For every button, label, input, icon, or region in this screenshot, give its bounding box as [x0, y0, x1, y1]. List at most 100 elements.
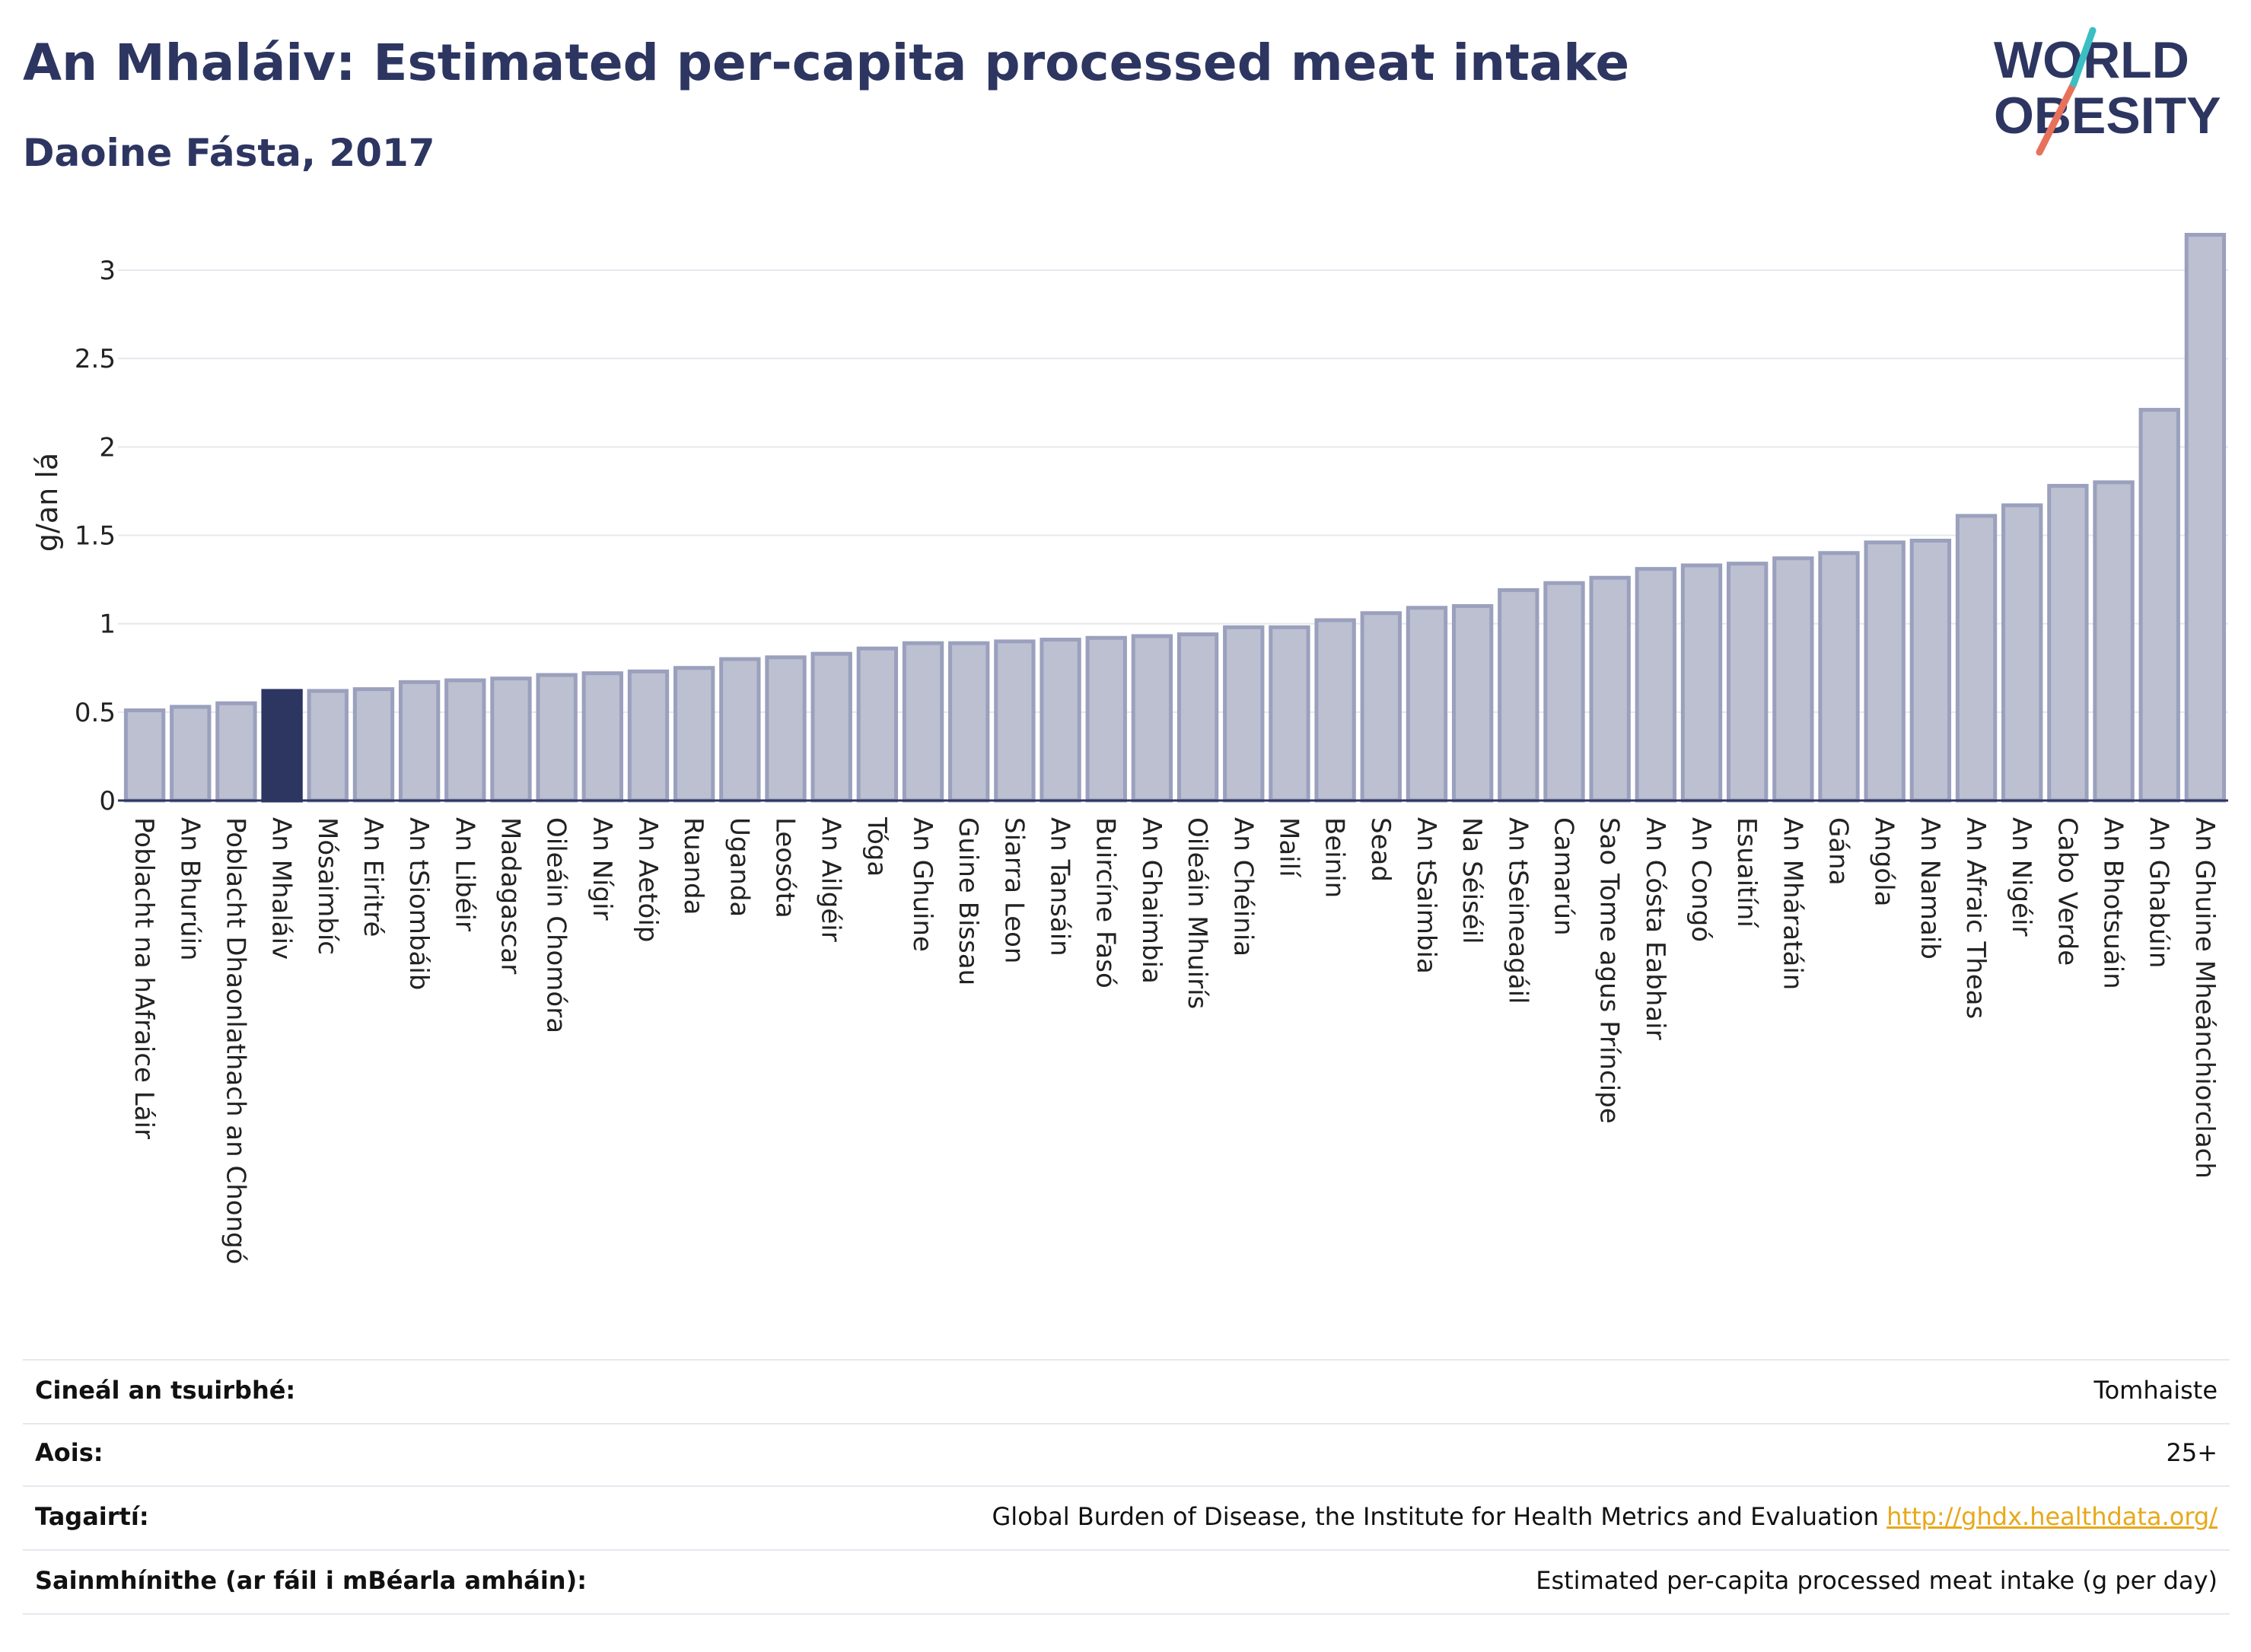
x-tick-label: An Ghabúin [2144, 817, 2174, 968]
bar [1727, 562, 1769, 803]
x-tick-label: An Ghuine Mheánchiorclach [2189, 817, 2220, 1179]
bar [673, 666, 715, 803]
x-tick-label: An Mháratáin [1777, 817, 1807, 990]
x-tick-label: Angóla [1869, 817, 1899, 906]
world-obesity-logo: WORLD OBESITY [1994, 27, 2221, 156]
bar [2184, 233, 2227, 803]
x-tick-label: Camarún [1548, 817, 1578, 936]
bar [1955, 514, 1998, 803]
bar [1772, 556, 1814, 803]
y-tick-label: 2.5 [75, 344, 116, 374]
x-tick-label: An Ghaimbia [1136, 817, 1167, 984]
bar [810, 651, 852, 803]
survey-type-label: Cineál an tsuirbhé: [35, 1376, 296, 1405]
x-tick-label: An Congó [1686, 817, 1716, 942]
bar [1589, 575, 1631, 803]
meta-row-age: Aois: 25+ [23, 1423, 2230, 1487]
bar [1451, 603, 1494, 803]
x-tick-label: Siarra Leon [998, 817, 1029, 963]
x-tick-label: An Namaib [1915, 817, 1945, 960]
bar [215, 701, 257, 803]
x-tick-label: Poblacht Dhaonlathach an Chongó [220, 817, 250, 1265]
bar [1040, 638, 1081, 803]
x-tick-label: Ruanda [678, 817, 708, 915]
x-tick-label: Na Séiséil [1457, 817, 1487, 944]
references-value-wrap: Global Burden of Disease, the Institute … [992, 1502, 2218, 1531]
bar [1498, 588, 1539, 803]
x-tick-label: Buircíne Fasó [1090, 817, 1121, 988]
bar [2138, 408, 2180, 803]
definitions-value: Estimated per-capita processed meat inta… [1536, 1566, 2218, 1595]
bar [1269, 625, 1310, 803]
bar [719, 657, 761, 803]
x-tick-label: Mailí [1273, 817, 1304, 878]
x-axis-ticks: Poblacht na hAfraice Láir An Bhurúin Pobla… [129, 816, 2220, 1265]
definitions-label: Sainmhínithe (ar fáil i mBéarla amháin): [35, 1566, 587, 1595]
bar [1635, 567, 1676, 803]
x-tick-label: An Eiritré [358, 817, 388, 937]
x-tick-label: An Ailgéir [816, 817, 846, 942]
x-tick-label: Tóga [861, 816, 892, 877]
x-tick-label: An Mhaláiv [266, 817, 297, 960]
bar [1406, 606, 1448, 803]
age-value: 25+ [2166, 1438, 2218, 1467]
x-tick-label: An Aetóip [632, 817, 663, 942]
bar [444, 678, 486, 803]
y-tick-label: 3 [99, 256, 116, 286]
logo-slash-teal [2070, 27, 2097, 88]
references-link[interactable]: http://ghdx.healthdata.org/ [1886, 1502, 2218, 1531]
bar [1085, 635, 1127, 803]
bar [307, 689, 349, 803]
logo-line2: OBESITY [1994, 87, 2221, 145]
x-tick-label: Gána [1823, 817, 1854, 886]
x-tick-label: An tSeineagáil [1502, 817, 1533, 1004]
bar [170, 705, 212, 803]
bar [1176, 632, 1219, 803]
bar [581, 671, 623, 803]
x-tick-label: An tSaimbia [1411, 817, 1441, 974]
bar [1543, 581, 1585, 803]
bar [765, 655, 807, 803]
x-tick-label: Oileáin Mhuirís [1182, 817, 1212, 1009]
bar [1360, 611, 1402, 803]
y-axis-ticks: 0 0.5 1 1.5 2 2.5 3 [75, 256, 116, 816]
x-tick-label: An Tansáin [1045, 817, 1075, 957]
y-tick-label: 1.5 [75, 521, 116, 552]
x-tick-label: An Cósta Eabhair [1640, 817, 1670, 1040]
bar [352, 687, 395, 803]
bar [902, 641, 944, 803]
bar [261, 689, 303, 803]
age-label: Aois: [35, 1438, 103, 1467]
bar [2047, 483, 2089, 803]
y-tick-label: 0 [99, 786, 116, 816]
x-tick-label: Oileáin Chomóra [541, 817, 572, 1033]
bar [994, 639, 1036, 803]
x-tick-label: An Afraic Theas [1960, 817, 1991, 1019]
bar [536, 673, 578, 803]
bar [1131, 634, 1173, 803]
x-tick-label: An Bhurúin [174, 817, 205, 961]
x-tick-label: Uganda [724, 817, 754, 917]
x-tick-label: An Ghuine [907, 817, 938, 952]
references-value: Global Burden of Disease, the Institute … [992, 1502, 1879, 1531]
bar [627, 669, 670, 803]
x-tick-label: Mósaimbíc [312, 817, 342, 955]
bar [856, 646, 899, 803]
x-tick-label: Poblacht na hAfraice Láir [129, 817, 159, 1139]
page-title: An Mhaláiv: Estimated per-capita process… [23, 33, 1630, 92]
references-label: Tagairtí: [35, 1502, 149, 1531]
bar [123, 708, 166, 803]
x-tick-label: An Chéinia [1227, 817, 1258, 957]
bar [1223, 625, 1265, 803]
y-tick-label: 1 [99, 610, 116, 640]
page-subtitle: Daoine Fásta, 2017 [23, 131, 435, 175]
y-tick-label: 0.5 [75, 698, 116, 728]
x-tick-label: An Libéir [449, 817, 479, 931]
x-tick-label: An Bhotsuáin [2098, 817, 2128, 989]
x-tick-label: Guine Bissau [953, 817, 983, 985]
meta-row-references: Tagairtí: Global Burden of Disease, the … [23, 1487, 2230, 1551]
logo-slash-red [2036, 80, 2077, 156]
bar [948, 641, 990, 803]
meta-row-definitions: Sainmhínithe (ar fáil i mBéarla amháin):… [23, 1551, 2230, 1615]
x-tick-label: An tSiombáib [403, 817, 434, 990]
